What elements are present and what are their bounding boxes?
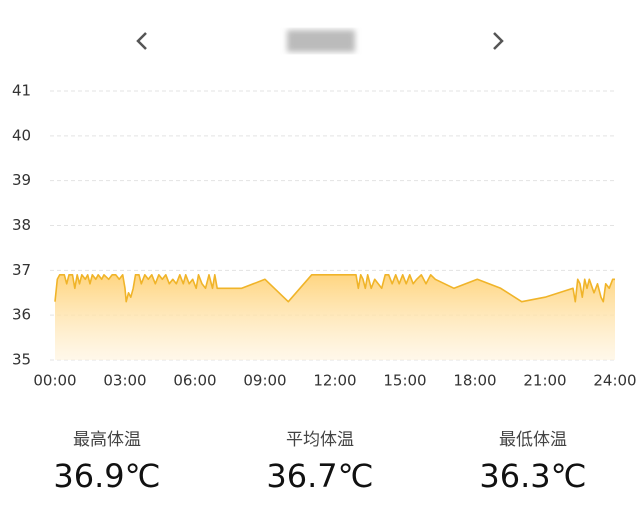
y-tick-label: 39 xyxy=(12,171,31,189)
blurred-date xyxy=(287,30,355,52)
x-tick-label: 06:00 xyxy=(173,372,216,390)
x-tick-label: 09:00 xyxy=(243,372,286,390)
y-tick-label: 41 xyxy=(12,82,31,100)
stat-label: 最低体温 xyxy=(499,430,567,450)
line xyxy=(54,274,615,303)
y-tick-label: 40 xyxy=(12,126,31,144)
x-tick-label: 03:00 xyxy=(103,372,146,390)
x-tick-label: 12:00 xyxy=(313,372,356,390)
x-tick-label: 00:00 xyxy=(33,372,76,390)
stat-label: 最高体温 xyxy=(73,430,141,450)
y-tick-label: 37 xyxy=(12,261,31,279)
y-tick-label: 36 xyxy=(12,306,31,324)
stat-value: 36.3℃ xyxy=(479,457,586,495)
next-button[interactable] xyxy=(493,32,504,50)
stat-label: 平均体温 xyxy=(286,430,354,450)
x-tick-label: 21:00 xyxy=(523,372,566,390)
prev-button[interactable] xyxy=(136,32,147,50)
x-tick-label: 18:00 xyxy=(453,372,496,390)
x-tick-label: 24:00 xyxy=(593,372,636,390)
x-tick-label: 15:00 xyxy=(383,372,426,390)
y-tick-label: 38 xyxy=(12,216,31,234)
stat-value: 36.9℃ xyxy=(53,457,160,495)
y-tick-label: 35 xyxy=(12,351,31,369)
area xyxy=(55,274,615,360)
stat-value: 36.7℃ xyxy=(266,457,373,495)
